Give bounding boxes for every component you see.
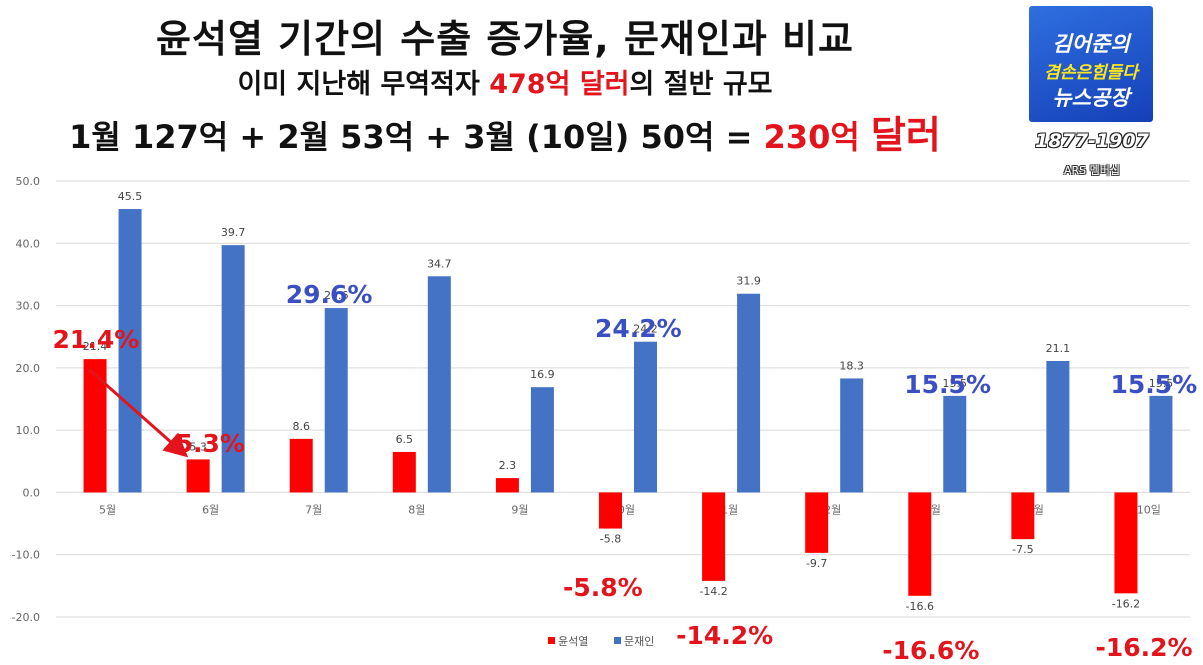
data-label: 5.3 <box>189 440 207 453</box>
arrow-annotation <box>87 368 189 458</box>
bar-moon <box>737 293 761 493</box>
callout-label: 15.5% <box>904 369 991 399</box>
subtitle-text: 이미 지난해 무역적자 <box>237 69 490 100</box>
y-tick-label: 0.0 <box>23 486 41 499</box>
y-tick-label: 30.0 <box>16 300 41 313</box>
data-label: 24.2 <box>633 323 658 336</box>
channel-logo: 김어준의 겸손은힘들다 뉴스공장 <box>1029 6 1153 122</box>
legend-swatch <box>548 637 555 644</box>
data-label: 16.9 <box>530 368 555 381</box>
bar-yoon <box>1011 492 1035 540</box>
data-label: 21.4 <box>83 340 108 353</box>
sum-total: 230억 <box>763 118 860 156</box>
callout-label: -16.6% <box>882 635 980 665</box>
data-label: 15.5 <box>1149 377 1174 390</box>
callout-label: -5.8% <box>563 572 643 602</box>
bar-yoon <box>702 492 726 581</box>
y-tick-label: 50.0 <box>16 175 41 188</box>
bar-moon <box>1046 361 1070 493</box>
legend-label: 문재인 <box>624 635 654 648</box>
legend-swatch <box>614 637 621 644</box>
data-label: 8.6 <box>292 420 310 433</box>
y-tick-label: 40.0 <box>16 237 41 250</box>
y-tick-label: 10.0 <box>16 424 41 437</box>
sum-unit: 달러 <box>870 113 941 157</box>
bar-moon <box>530 387 554 493</box>
data-label: -14.2 <box>699 585 727 598</box>
x-tick-label: 5월 <box>99 503 116 516</box>
callout-label: 15.5% <box>1110 369 1198 399</box>
sum-line: 1월 127억 + 2월 53억 + 3월 (10일) 50억 = 230억 달… <box>0 104 1010 159</box>
bar-moon <box>324 308 348 493</box>
data-label: 6.5 <box>396 433 414 446</box>
data-label: 15.5 <box>943 377 968 390</box>
data-label: 34.7 <box>427 257 452 270</box>
logo-line2: 겸손은힘들다 <box>1044 63 1138 83</box>
bar-yoon <box>289 438 313 493</box>
bar-yoon <box>392 451 416 493</box>
bar-moon <box>840 378 864 493</box>
callout-label: -14.2% <box>676 620 774 650</box>
data-label: 18.3 <box>839 359 864 372</box>
legend-label: 윤석열 <box>558 635 588 648</box>
bar-yoon <box>83 359 107 493</box>
data-label: -9.7 <box>806 557 827 570</box>
bar-yoon <box>186 459 210 493</box>
subtitle-highlight: 478억 달러 <box>489 69 630 100</box>
data-label: -16.6 <box>906 600 934 613</box>
data-label: 21.1 <box>1046 342 1071 355</box>
callout-label: 5.3% <box>175 429 245 459</box>
bar-chart: 50.0 40.0 30.0 20.0 10.0 0.0 -10.0 -20.0 5월 21.4 4… <box>12 175 1190 648</box>
logo-years: 1877-1907 <box>1035 130 1149 152</box>
data-label: 2.3 <box>499 459 517 472</box>
data-label: 31.9 <box>736 275 761 288</box>
bar-moon <box>634 341 657 493</box>
sum-formula: 1월 127억 + 2월 53억 + 3월 (10일) 50억 = <box>69 118 764 156</box>
x-tick-label: 6월 <box>202 503 219 516</box>
bar-moon <box>1149 395 1173 493</box>
callout-label: 24.2% <box>595 313 682 343</box>
bar-yoon <box>1114 492 1138 594</box>
callout-label: -16.2% <box>1095 633 1193 663</box>
bar-moon <box>427 276 451 493</box>
bar-yoon <box>908 492 932 596</box>
chart-title: 윤석열 기간의 수출 증가율, 문재인과 비교 <box>156 17 854 61</box>
logo-sub: ARS 멤버십 <box>1063 164 1120 177</box>
x-tick-label: 8월 <box>408 503 425 516</box>
data-label: 29.6 <box>324 289 349 302</box>
bar-moon <box>221 245 245 493</box>
bar-yoon <box>495 478 519 493</box>
y-tick-label: -10.0 <box>12 549 40 562</box>
bar-moon <box>118 209 142 493</box>
logo-line1: 김어준의 <box>1052 32 1130 56</box>
y-tick-label: 20.0 <box>16 362 41 375</box>
x-tick-label: 9월 <box>511 503 528 516</box>
data-label: -16.2 <box>1112 597 1140 610</box>
data-label: -7.5 <box>1012 543 1033 556</box>
data-label: 45.5 <box>118 190 143 203</box>
bar-yoon <box>805 492 829 553</box>
callout-label: 21.4% <box>52 325 140 355</box>
data-label: 39.7 <box>221 226 246 239</box>
x-tick-label: 7월 <box>305 503 322 516</box>
y-tick-label: -20.0 <box>12 611 40 624</box>
subtitle-text-end: 의 절반 규모 <box>629 69 773 100</box>
callout-label: 29.6% <box>285 280 373 310</box>
data-label: -5.8 <box>600 533 621 546</box>
logo-line3: 뉴스공장 <box>1052 86 1130 110</box>
bar-moon <box>943 395 967 493</box>
chart-subtitle: 이미 지난해 무역적자 478억 달러의 절반 규모 <box>0 62 1010 101</box>
bar-yoon <box>599 492 622 529</box>
